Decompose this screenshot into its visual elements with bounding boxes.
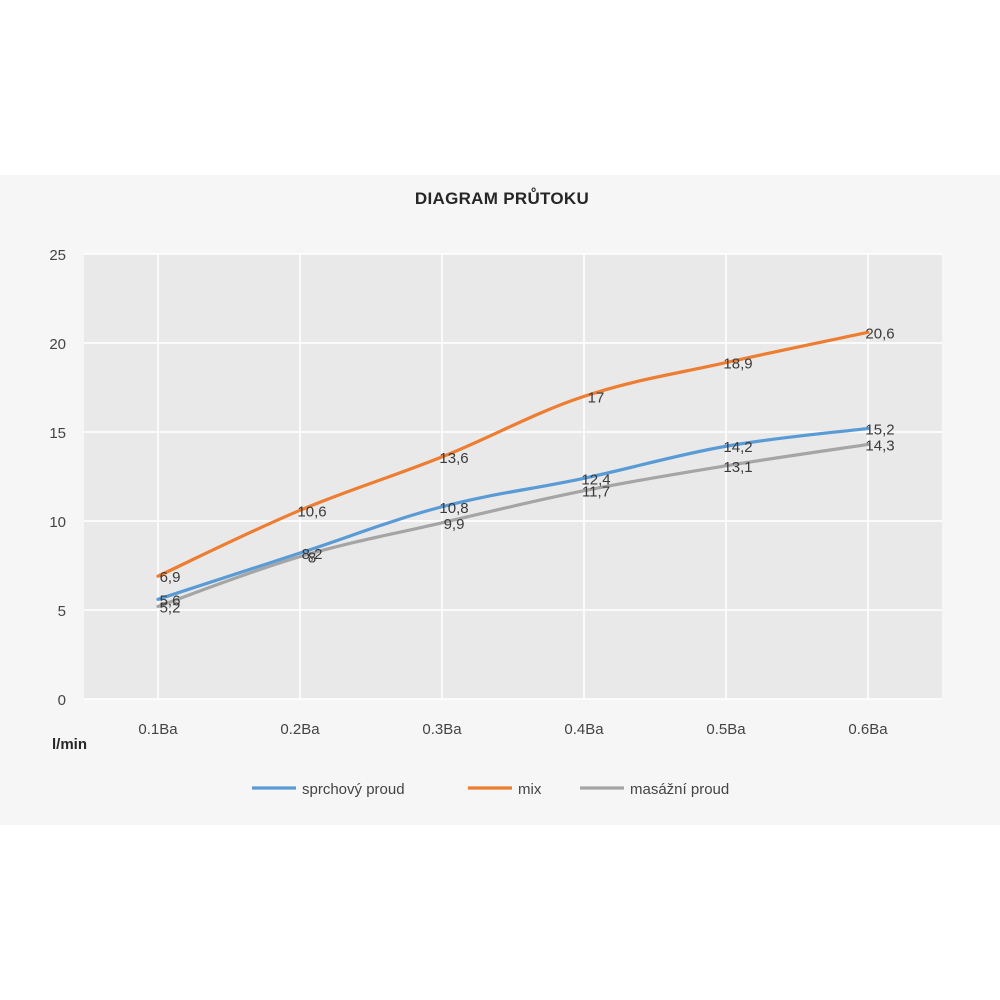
data-label: 10,6 [297,503,326,520]
x-tick-label: 0.4Ba [564,721,604,738]
x-tick-label: 0.6Ba [848,721,888,738]
data-label: 9,9 [444,516,465,533]
legend-label: mix [518,781,542,798]
data-label: 5,2 [160,599,181,616]
plot-area [84,254,942,699]
data-label: 17 [588,389,605,406]
legend-label: sprchový proud [302,781,405,798]
data-label: 12,4 [581,471,610,488]
x-tick-label: 0.2Ba [280,721,320,738]
y-tick-label: 0 [58,692,66,709]
y-tick-label: 20 [49,336,66,353]
y-axis-label: l/min [52,736,87,753]
data-label: 15,2 [865,421,894,438]
data-label: 8,2 [302,546,323,563]
legend: sprchový proud mix masážní proud [252,781,729,798]
y-axis-ticks: 0 5 10 15 20 25 [49,247,66,709]
y-tick-label: 10 [49,514,66,531]
x-tick-label: 0.1Ba [138,721,178,738]
series-line-0 [156,426,870,601]
legend-label: masážní proud [630,781,729,798]
data-label: 14,3 [865,437,894,454]
chart-title: DIAGRAM PRŮTOKU [415,188,589,208]
data-labels: 5,6 8,2 10,8 12,4 14,2 15,2 6,9 10,6 13,6 17 18,9 2… [160,325,895,616]
data-label: 14,2 [723,439,752,456]
data-label: 13,1 [723,459,752,476]
x-axis-ticks: 0.1Ba 0.2Ba 0.3Ba 0.4Ba 0.5Ba 0.6Ba [138,721,888,738]
data-label: 11,7 [582,484,610,501]
gridlines [84,253,942,700]
y-tick-label: 15 [49,425,66,442]
series-line-2 [156,442,870,609]
data-label: 18,9 [723,356,752,373]
series-lines [156,330,870,609]
series-line-1 [156,330,870,578]
data-label: 5,6 [160,592,181,609]
x-tick-label: 0.3Ba [422,721,462,738]
y-tick-label: 5 [58,603,66,620]
data-label: 8 [308,550,316,567]
data-label: 10,8 [439,500,468,517]
data-label: 6,9 [160,569,181,586]
data-label: 13,6 [439,450,468,467]
y-tick-label: 25 [49,247,66,264]
data-label: 20,6 [865,325,894,342]
x-tick-label: 0.5Ba [706,721,746,738]
